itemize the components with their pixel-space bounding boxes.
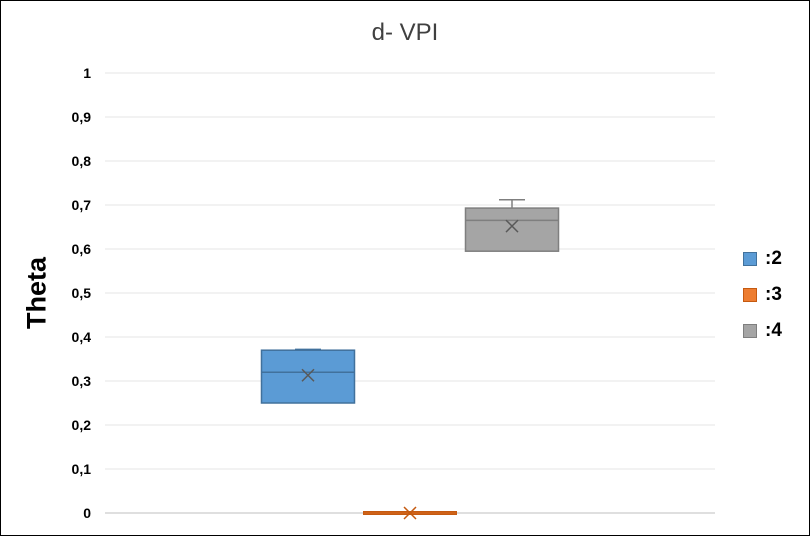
legend-item-3: :3 [743, 277, 782, 313]
y-tick-label: 1 [83, 65, 91, 81]
box-plot-series [260, 348, 356, 404]
legend-swatch-2 [743, 252, 757, 266]
y-tick-label: 0,5 [72, 285, 92, 301]
y-tick-label: 0,8 [72, 153, 92, 169]
box-plot-series [363, 506, 457, 520]
legend-swatch-4 [743, 324, 757, 338]
legend: :2 :3 :4 [743, 241, 782, 349]
legend-item-2: :2 [743, 241, 782, 277]
y-tick-label: 0,3 [72, 373, 92, 389]
y-tick-label: 0,2 [72, 417, 92, 433]
legend-label-4: :4 [765, 320, 782, 341]
legend-label-2: :2 [765, 248, 782, 269]
y-tick-label: 0,4 [72, 329, 92, 345]
box-body [260, 349, 356, 404]
y-tick-label: 0,7 [72, 197, 92, 213]
chart-title: d- VPI [371, 19, 439, 46]
y-tick-label: 0,6 [72, 241, 92, 257]
box-mean-marker [403, 506, 417, 520]
legend-label-3: :3 [765, 284, 782, 305]
gridlines [105, 72, 715, 514]
legend-item-4: :4 [743, 313, 782, 349]
y-tick-label: 0,1 [72, 461, 92, 477]
y-tick-labels: 0 0,1 0,2 0,3 0,4 0,5 0,6 0,7 0,8 0,9 1 [72, 65, 92, 521]
y-tick-label: 0,9 [72, 109, 92, 125]
y-tick-label: 0 [83, 505, 91, 521]
box-plot-series [464, 198, 560, 252]
box-mean-marker [301, 368, 315, 382]
box-body [464, 207, 560, 252]
box-mean-marker [505, 219, 519, 233]
legend-swatch-3 [743, 288, 757, 302]
box-plots [260, 198, 560, 520]
